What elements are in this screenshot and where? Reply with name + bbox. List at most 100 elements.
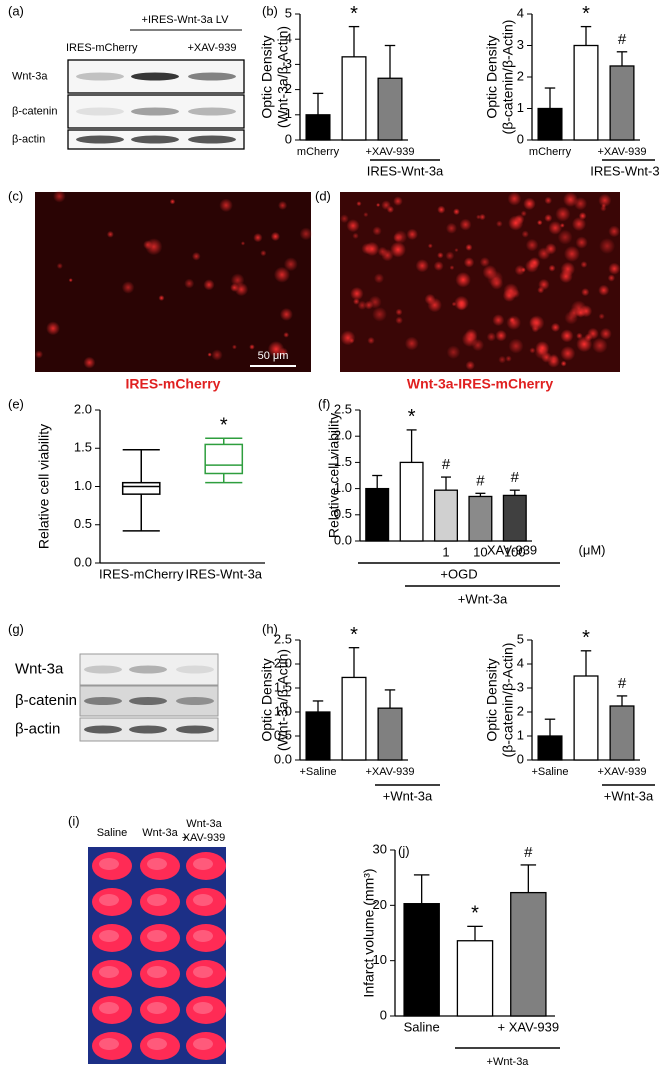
cell [372, 306, 387, 322]
cell [445, 222, 457, 234]
unit-label: XAV-939 [487, 542, 537, 557]
blot-row-label: β-actin [15, 720, 60, 737]
blot-band [76, 107, 124, 116]
cell [169, 198, 176, 205]
cell [492, 314, 505, 327]
blot-row-label: β-catenin [15, 692, 77, 709]
cell [520, 210, 527, 217]
cell [356, 201, 362, 207]
cell [437, 205, 446, 214]
cell [608, 225, 621, 238]
bar [403, 903, 440, 1017]
panel-letter: (f) [318, 396, 330, 411]
cell [598, 193, 612, 207]
y-axis-label: Optic Density [259, 35, 275, 118]
cell [571, 216, 587, 232]
cell [600, 205, 607, 212]
bar [609, 65, 635, 141]
cell [260, 250, 267, 257]
y-tick-label: 0 [517, 131, 524, 146]
cell [560, 329, 574, 343]
blot-row-label: β-actin [12, 133, 45, 145]
micrograph [35, 192, 311, 372]
brain-highlight [147, 930, 167, 942]
bar [399, 461, 424, 542]
cell [53, 189, 66, 203]
y-tick-label: 0 [285, 131, 292, 146]
cell [219, 198, 233, 213]
blot-band [84, 725, 122, 734]
cell [459, 218, 472, 231]
column-label: XAV-939 [183, 832, 226, 844]
panel-letter: (g) [8, 621, 24, 636]
brain-highlight [147, 858, 167, 870]
brain-highlight [99, 894, 119, 906]
blot-band [131, 135, 179, 144]
y-tick-label: 2.5 [334, 401, 352, 416]
blot-band [76, 72, 124, 81]
bar [305, 711, 331, 761]
cell [451, 301, 457, 307]
cell [158, 295, 165, 301]
cell [505, 355, 512, 362]
cell [230, 273, 245, 287]
blot-header: +IRES-Wnt-3a LV [142, 14, 230, 26]
bar [537, 107, 563, 141]
y-tick-label: 4 [517, 655, 524, 670]
x-tick-label: + XAV-939 [498, 1019, 560, 1034]
cell [529, 316, 541, 328]
y-axis-label: (Wnt-3a/β-Actin) [275, 649, 291, 751]
cell [427, 243, 433, 249]
cell [437, 252, 444, 259]
blot-band [131, 107, 179, 116]
panel-letter: (i) [68, 813, 80, 828]
cell [509, 317, 516, 324]
blot-band [76, 135, 124, 144]
blot-band [188, 135, 236, 144]
brain-highlight [99, 930, 119, 942]
scale-bar-label: 50 μm [258, 350, 289, 362]
bar [365, 487, 390, 542]
brain-highlight [99, 1038, 119, 1050]
cell [143, 240, 153, 250]
column-label: Saline [97, 827, 128, 839]
cell [240, 241, 246, 246]
y-tick-label: 5 [517, 631, 524, 646]
y-tick-label: 2 [285, 81, 292, 96]
box [121, 481, 161, 495]
x-tick-label: Saline [404, 1019, 440, 1034]
y-tick-label: 1.0 [274, 703, 292, 718]
panel-letter: (j) [398, 843, 410, 858]
panel-letter: (a) [8, 3, 24, 18]
y-tick-label: 1.0 [334, 480, 352, 495]
cell [486, 332, 496, 342]
annotation: # [524, 844, 533, 861]
brain-highlight [193, 930, 213, 942]
cell [427, 297, 442, 313]
cell [607, 274, 616, 282]
cell [346, 219, 360, 233]
y-axis-label: Infarct volume (mm³) [361, 868, 377, 997]
panel-letter: (b) [262, 3, 278, 18]
cell [529, 347, 536, 354]
blot-band [176, 697, 214, 705]
cell [592, 337, 608, 354]
x-tick-label: +Saline [299, 766, 336, 778]
cell [584, 333, 593, 342]
cell [352, 232, 359, 240]
cell [368, 295, 382, 309]
bar [456, 940, 494, 1017]
cell [211, 349, 223, 361]
brain-highlight [99, 1002, 119, 1014]
y-tick-label: 5 [285, 5, 292, 20]
group-label: +Wnt-3a [383, 788, 433, 803]
cell [361, 242, 373, 255]
y-tick-label: 0.0 [274, 751, 292, 766]
bar [341, 56, 367, 141]
cell [461, 331, 478, 348]
bar [377, 77, 403, 141]
cell [283, 332, 290, 338]
x-tick-label: +Saline [531, 766, 568, 778]
y-axis-label: Relative cell viability [326, 413, 342, 538]
bar [510, 891, 547, 1017]
